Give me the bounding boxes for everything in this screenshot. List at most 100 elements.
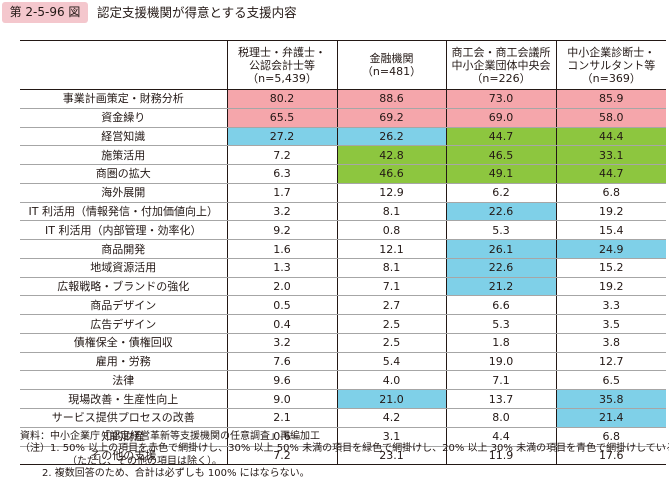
value-cell: 0.6	[226, 427, 337, 447]
table-row: 広告デザイン 0.4 2.5 5.3 3.5	[20, 314, 666, 334]
table-row: 雇用・労務 7.6 5.4 19.0 12.7	[20, 352, 666, 372]
row-label: 商圏の拡大	[20, 164, 227, 184]
value-cell: 3.2	[226, 202, 337, 222]
value-cell: 26.2	[336, 127, 446, 147]
value-cell: 58.0	[555, 108, 666, 128]
row-label: 雇用・労務	[20, 352, 227, 372]
value-cell: 24.9	[555, 239, 666, 259]
row-label: IT 利活用（情報発信・付加価値向上）	[20, 202, 227, 222]
value-cell: 13.7	[445, 389, 556, 410]
value-cell: 46.5	[445, 145, 556, 166]
value-cell: 35.8	[555, 389, 666, 410]
column-header-financial-institutions: 金融機関 （n=481）	[336, 40, 446, 90]
value-cell: 1.3	[226, 258, 337, 278]
column-header-line: （n=5,439）	[247, 71, 317, 85]
note-2: 2. 複数回答のため、合計は必ずしも 100% にはならない。	[42, 468, 310, 480]
value-cell: 6.8	[555, 183, 666, 203]
value-cell: 3.5	[555, 314, 666, 334]
source-note: 資料：中小企業庁「認定経営革新等支援機関の任意調査」再編加工	[20, 431, 320, 442]
value-cell: 7.2	[226, 446, 337, 466]
value-cell: 3.3	[555, 295, 666, 316]
table-row: 商圏の拡大 6.3 46.6 49.1 44.7	[20, 164, 666, 184]
value-cell: 2.5	[336, 314, 446, 334]
row-label: 広告デザイン	[20, 314, 227, 334]
value-cell: 2.0	[226, 277, 337, 297]
value-cell: 0.8	[336, 220, 446, 241]
table-row: 海外展開 1.7 12.9 6.2 6.8	[20, 183, 666, 203]
column-header-line: 中小企業診断士・	[567, 45, 656, 59]
column-header-consultants: 中小企業診断士・ コンサルタント等 （n=369）	[555, 40, 666, 90]
table-row: 事業計画策定・財務分析 80.2 88.6 73.0 85.9	[20, 89, 666, 109]
column-header-line: 税理士・弁護士・	[238, 45, 326, 59]
column-header-tax-accountants: 税理士・弁護士・ 公認会計士等 （n=5,439）	[226, 40, 337, 90]
column-header-chambers-of-commerce: 商工会・商工会議所 中小企業団体中央会 （n=226）	[445, 40, 556, 90]
table-row: 施策活用 7.2 42.8 46.5 33.1	[20, 145, 666, 166]
value-cell: 6.6	[445, 295, 556, 316]
row-label: 法律	[20, 370, 227, 391]
value-cell: 8.1	[336, 202, 446, 222]
value-cell: 3.1	[336, 427, 446, 447]
value-cell: 65.5	[226, 108, 337, 128]
note-1: （注）1. 50% 以上の項目を赤色で網掛けし、30% 以上 50% 未満の項目…	[20, 443, 669, 455]
column-header-line: （n=481）	[361, 65, 422, 78]
table-row: IT 利活用（情報発信・付加価値向上） 3.2 8.1 22.6 19.2	[20, 202, 666, 222]
table-row: 地域資源活用 1.3 8.1 22.6 15.2	[20, 258, 666, 278]
value-cell: 46.6	[336, 164, 446, 184]
table-header-row: 税理士・弁護士・ 公認会計士等 （n=5,439） 金融機関 （n=481） 商工会・…	[20, 40, 666, 90]
value-cell: 44.7	[555, 164, 666, 184]
value-cell: 17.6	[555, 446, 666, 466]
value-cell: 44.7	[445, 127, 556, 147]
value-cell: 6.5	[555, 370, 666, 391]
value-cell: 8.1	[336, 258, 446, 278]
value-cell: 2.1	[226, 408, 337, 428]
value-cell: 22.6	[445, 258, 556, 278]
figure-notes: 資料：中小企業庁「認定経営革新等支援機関の任意調査」再編加工 （注）1. 50%…	[20, 431, 669, 481]
column-header-line: 商工会・商工会議所	[451, 45, 551, 59]
value-cell: 6.3	[226, 164, 337, 184]
value-cell: 4.0	[336, 370, 446, 391]
table-row: IT 利活用（内部管理・効率化） 9.2 0.8 5.3 15.4	[20, 220, 666, 241]
figure-number-badge: 第 2-5-96 図	[2, 2, 88, 23]
value-cell: 69.2	[336, 108, 446, 128]
table-row: 知的財産 0.6 3.1 4.4 6.8	[20, 427, 666, 447]
table-row: 商品開発 1.6 12.1 26.1 24.9	[20, 239, 666, 259]
value-cell: 5.3	[445, 220, 556, 241]
value-cell: 0.5	[226, 295, 337, 316]
value-cell: 5.3	[445, 314, 556, 334]
value-cell: 12.1	[336, 239, 446, 259]
value-cell: 4.4	[445, 427, 556, 447]
value-cell: 19.2	[555, 202, 666, 222]
value-cell: 1.6	[226, 239, 337, 259]
value-cell: 21.0	[336, 389, 446, 410]
value-cell: 6.2	[445, 183, 556, 203]
row-label: 現場改善・生産性向上	[20, 389, 227, 410]
value-cell: 2.7	[336, 295, 446, 316]
value-cell: 26.1	[445, 239, 556, 259]
value-cell: 12.7	[555, 352, 666, 372]
column-header-line: コンサルタント等	[567, 58, 656, 72]
table-row: 現場改善・生産性向上 9.0 21.0 13.7 35.8	[20, 389, 666, 410]
value-cell: 1.8	[445, 333, 556, 353]
value-cell: 33.1	[555, 145, 666, 166]
row-label: 海外展開	[20, 183, 227, 203]
table-row: 経営知識 27.2 26.2 44.7 44.4	[20, 127, 666, 147]
row-label: 地域資源活用	[20, 258, 227, 278]
value-cell: 19.0	[445, 352, 556, 372]
row-label: サービス提供プロセスの改善	[20, 408, 227, 428]
column-header-line: 中小企業団体中央会	[451, 58, 551, 72]
value-cell: 42.8	[336, 145, 446, 166]
value-cell: 85.9	[555, 89, 666, 109]
value-cell: 3.8	[555, 333, 666, 353]
table-row: 資金繰り 65.5 69.2 69.0 58.0	[20, 108, 666, 128]
table-row: その他の支援 7.2 23.1 11.9 17.6	[20, 446, 666, 466]
row-label: IT 利活用（内部管理・効率化）	[20, 220, 227, 241]
support-content-table: 税理士・弁護士・ 公認会計士等 （n=5,439） 金融機関 （n=481） 商工会・…	[20, 40, 666, 466]
value-cell: 7.2	[226, 145, 337, 166]
value-cell: 1.7	[226, 183, 337, 203]
value-cell: 22.6	[445, 202, 556, 222]
row-label: 広報戦略・ブランドの強化	[20, 277, 227, 297]
column-header-line: 公認会計士等	[249, 58, 315, 72]
value-cell: 49.1	[445, 164, 556, 184]
column-header-line: （n=369）	[581, 71, 641, 85]
value-cell: 2.5	[336, 333, 446, 353]
